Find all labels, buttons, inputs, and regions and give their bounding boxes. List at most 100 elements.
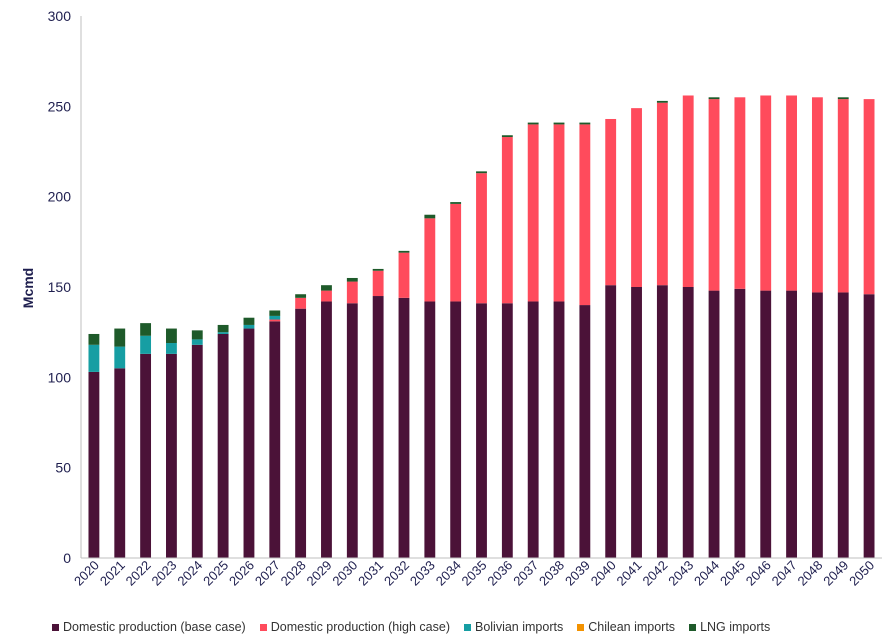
bar-segment	[501, 137, 513, 304]
bar-segment	[579, 305, 591, 558]
x-tick-label: 2027	[252, 558, 283, 589]
bar-segment	[398, 252, 410, 298]
bar-segment	[760, 290, 772, 558]
bar-segment	[217, 324, 229, 333]
bars	[88, 95, 875, 558]
legend-item: Domestic production (high case)	[259, 620, 450, 634]
bar-segment	[527, 124, 539, 302]
bar-segment	[811, 97, 823, 293]
x-tick-label: 2047	[769, 558, 800, 589]
legend-label: Domestic production (high case)	[270, 620, 450, 634]
x-tick-label: 2048	[794, 558, 825, 589]
bar-segment	[527, 122, 539, 125]
bar-segment	[88, 333, 100, 345]
x-tick-label: 2026	[226, 558, 257, 589]
bar-segment	[631, 108, 642, 287]
legend-item: Bolivian imports	[463, 620, 563, 634]
y-tick-label: 200	[48, 189, 72, 205]
bar-segment	[269, 315, 281, 320]
bar-segment	[243, 328, 255, 558]
bar-segment	[527, 301, 539, 558]
x-tick-label: 2037	[510, 558, 541, 589]
bar-segment	[88, 344, 100, 372]
bar-segment	[837, 99, 849, 293]
bar-segment	[476, 171, 487, 174]
stacked-bar-chart: Mcmd 0 50 100 150 200 250 300 2020202120222023…	[20, 8, 882, 589]
y-tick-label: 50	[55, 460, 71, 476]
x-tick-label: 2042	[639, 558, 670, 589]
legend-swatch	[689, 623, 697, 631]
x-tick-label: 2023	[148, 558, 179, 589]
bar-segment	[760, 95, 772, 291]
x-tick-label: 2024	[174, 558, 205, 589]
legend-swatch	[463, 623, 471, 631]
bar-segment	[656, 100, 668, 103]
bar-segment	[321, 285, 332, 291]
legend-swatch	[577, 623, 585, 631]
x-tick-label: 2022	[123, 558, 154, 589]
bar-segment	[708, 97, 720, 100]
bar-segment	[450, 202, 462, 204]
legend-label: LNG imports	[700, 620, 771, 634]
bar-segment	[217, 332, 229, 334]
bar-segment	[450, 301, 462, 558]
y-tick-label: 100	[48, 369, 72, 385]
x-tick-label: 2021	[97, 558, 128, 589]
bar-segment	[863, 99, 875, 295]
x-tick-label: 2020	[71, 558, 102, 589]
bar-segment	[734, 97, 746, 289]
legend-item: Domestic production (base case)	[52, 620, 246, 634]
y-tick-label: 150	[48, 279, 72, 295]
bar-segment	[579, 122, 591, 125]
x-tick-label: 2049	[820, 558, 851, 589]
bar-segment	[295, 297, 307, 309]
legend: Domestic production (base case) Domestic …	[52, 620, 770, 634]
bar-segment	[269, 321, 281, 558]
bar-segment	[346, 277, 358, 282]
x-tick-label: 2025	[200, 558, 231, 589]
bar-segment	[450, 203, 462, 302]
x-tick-label: 2033	[407, 558, 438, 589]
bar-segment	[114, 328, 126, 347]
x-tick-label: 2045	[717, 558, 748, 589]
x-tick-label: 2039	[562, 558, 593, 589]
bar-segment	[269, 319, 281, 322]
bar-segment	[837, 292, 849, 558]
bar-segment	[501, 135, 513, 138]
bar-segment	[114, 368, 126, 558]
x-tick-label: 2031	[355, 558, 386, 589]
bar-segment	[166, 343, 177, 354]
bar-segment	[424, 218, 436, 302]
x-tick-label: 2043	[665, 558, 696, 589]
bar-segment	[476, 173, 487, 304]
bar-segment	[346, 281, 358, 304]
legend-item: Chilean imports	[577, 620, 675, 634]
x-tick-label: 2044	[691, 558, 722, 589]
bar-segment	[553, 301, 565, 558]
bar-segment	[191, 330, 203, 340]
bar-segment	[191, 339, 203, 345]
bar-segment	[476, 303, 487, 558]
bar-segment	[682, 95, 694, 288]
bar-segment	[166, 353, 177, 558]
bar-segment	[295, 308, 307, 558]
x-tick-label: 2032	[381, 558, 412, 589]
bar-segment	[295, 294, 307, 298]
bar-segment	[140, 353, 152, 558]
x-axis-ticks: 2020202120222023202420252026202720282029…	[71, 558, 877, 589]
bar-segment	[217, 333, 229, 558]
bar-segment	[140, 323, 152, 336]
bar-segment	[708, 99, 720, 291]
bar-segment	[321, 301, 332, 558]
bar-segment	[811, 292, 823, 558]
y-tick-label: 250	[48, 98, 72, 114]
bar-segment	[656, 285, 668, 558]
x-tick-label: 2035	[459, 558, 490, 589]
bar-segment	[372, 270, 384, 297]
x-tick-label: 2038	[536, 558, 567, 589]
bar-segment	[837, 97, 849, 100]
bar-segment	[579, 124, 591, 306]
x-tick-label: 2030	[329, 558, 360, 589]
bar-segment	[424, 214, 436, 219]
bar-segment	[243, 324, 255, 329]
